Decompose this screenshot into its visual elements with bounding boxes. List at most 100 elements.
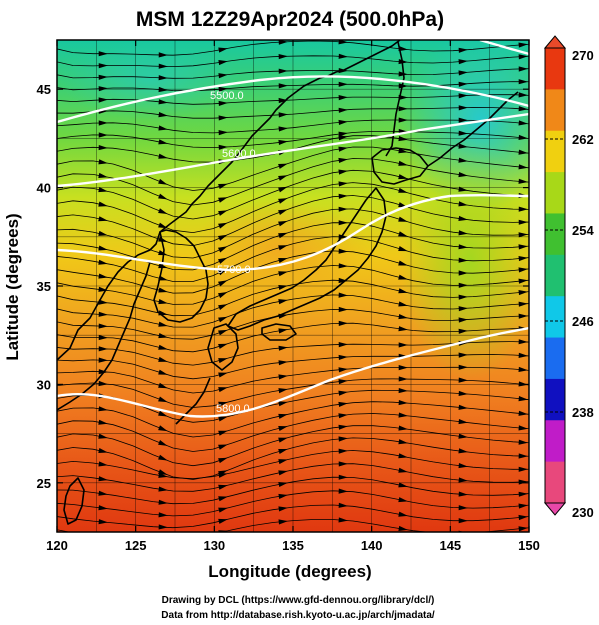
streamline-arrow	[458, 70, 468, 76]
streamline-arrow	[398, 439, 408, 445]
streamline	[57, 308, 529, 340]
streamline-arrow	[278, 506, 288, 512]
streamline-arrow	[98, 476, 108, 482]
colorbar-tick-label: 262	[572, 132, 594, 147]
x-axis-label: Longitude (degrees)	[208, 562, 371, 581]
streamline-arrow	[278, 175, 288, 181]
streamline-arrow	[98, 120, 108, 126]
streamline-arrow	[98, 216, 108, 222]
colorbar-cell	[545, 254, 565, 297]
colorbar-tick-label: 238	[572, 405, 594, 420]
streamline-arrow	[458, 230, 468, 236]
streamline-arrow	[218, 73, 228, 79]
streamline-arrow	[458, 433, 468, 439]
streamline-arrow	[218, 372, 228, 378]
streamline-arrow	[158, 356, 168, 362]
streamline-arrow	[278, 360, 288, 366]
streamline-arrow	[398, 314, 408, 320]
streamline-arrow	[518, 439, 528, 445]
streamline-arrow	[218, 444, 228, 450]
colorbar-ticks: 270 262 254 246 238 230	[545, 47, 594, 520]
streamline-arrow	[518, 149, 528, 155]
streamline-arrow	[398, 59, 408, 65]
streamline-arrow	[218, 387, 228, 393]
streamline-arrow	[158, 208, 168, 214]
streamline-arrow	[278, 271, 288, 277]
coast-kyushu	[207, 323, 239, 371]
streamline-arrow	[458, 59, 468, 65]
x-tick-label: 135	[282, 538, 304, 553]
streamline-arrow	[158, 63, 168, 69]
streamline-arrow	[398, 412, 408, 418]
contour-5500	[57, 75, 529, 124]
streamline-arrow	[98, 74, 108, 80]
streamline-arrow	[458, 352, 468, 358]
streamline-arrow	[518, 106, 528, 112]
plot-area: 5500.0 5600.0 5700.0 5800.0	[57, 40, 529, 532]
streamline-arrow	[398, 117, 408, 123]
streamline-arrow	[398, 260, 408, 266]
streamline-arrow	[338, 401, 348, 407]
y-tick-label: 45	[37, 82, 51, 97]
streamline	[57, 294, 529, 328]
streamline-arrow	[278, 126, 288, 132]
streamline	[57, 131, 529, 149]
streamline-arrow	[518, 290, 528, 296]
streamline-arrow	[278, 470, 288, 476]
contour-label-5500: 5500.0	[210, 90, 244, 102]
streamline-arrow	[158, 486, 168, 492]
streamline-arrow	[458, 201, 468, 207]
x-axis-ticks: 120 125 130 135 140 145 150	[46, 40, 540, 553]
streamline-arrow	[338, 461, 348, 467]
streamline-arrow	[458, 157, 468, 163]
streamline-arrow	[518, 410, 528, 416]
streamline-arrow	[458, 477, 468, 483]
colorbar-cell	[545, 420, 565, 463]
colorbar-cells	[545, 48, 565, 504]
streamline-arrow	[158, 75, 168, 81]
streamline	[57, 222, 529, 271]
streamline-arrow	[98, 519, 108, 525]
streamline-arrow	[458, 377, 468, 383]
streamline-arrow	[338, 367, 348, 373]
streamline-arrow	[98, 172, 108, 178]
streamline-arrow	[218, 100, 228, 106]
streamline-arrow	[158, 396, 168, 403]
streamline-arrow	[398, 342, 408, 348]
streamline	[57, 519, 529, 532]
streamline-arrow	[518, 244, 528, 250]
streamline-arrow	[398, 136, 408, 142]
streamline	[57, 265, 529, 305]
streamline-arrow	[398, 46, 408, 52]
streamline-arrow	[458, 390, 468, 396]
streamline-arrow	[218, 401, 228, 407]
streamline-arrow	[218, 115, 228, 121]
streamline-arrow	[158, 369, 168, 375]
streamline-arrow	[98, 201, 108, 207]
streamline-arrow	[278, 345, 288, 351]
streamline-arrow	[218, 416, 228, 422]
streamline-arrow	[518, 54, 528, 60]
streamline-arrow	[338, 424, 348, 430]
y-axis-label: Latitude (degrees)	[3, 213, 22, 360]
streamline-arrow	[398, 497, 408, 503]
y-tick-label: 40	[37, 181, 51, 196]
streamline-arrow	[98, 273, 108, 279]
streamline-arrow	[158, 52, 168, 58]
streamline-arrow	[218, 316, 228, 323]
y-tick-label: 30	[37, 377, 51, 392]
streamline-arrow	[98, 97, 108, 103]
streamline-arrow	[158, 472, 168, 478]
streamline-arrow	[458, 419, 468, 425]
streamline-arrow	[158, 524, 168, 530]
streamline-arrow	[278, 482, 288, 487]
x-tick-label: 145	[439, 538, 461, 553]
colorbar-cell	[545, 89, 565, 132]
streamline-arrow	[398, 174, 408, 180]
streamline-arrow	[218, 530, 228, 532]
streamline-arrow	[278, 209, 288, 215]
streamline-arrow	[398, 83, 408, 89]
streamline-arrow	[518, 479, 528, 485]
streamline-arrow	[98, 63, 108, 69]
streamline-arrow	[458, 47, 468, 53]
